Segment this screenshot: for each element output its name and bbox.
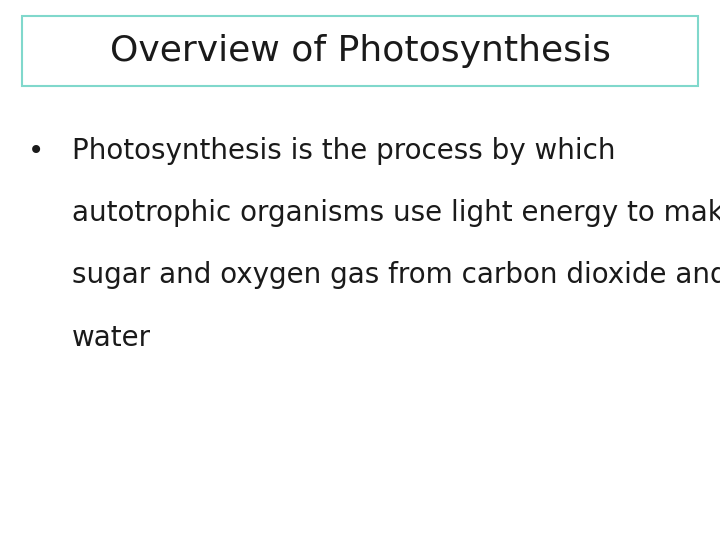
Text: water: water bbox=[72, 323, 151, 352]
Text: •: • bbox=[28, 137, 44, 165]
Text: sugar and oxygen gas from carbon dioxide and: sugar and oxygen gas from carbon dioxide… bbox=[72, 261, 720, 289]
Text: autotrophic organisms use light energy to make: autotrophic organisms use light energy t… bbox=[72, 199, 720, 227]
Text: Overview of Photosynthesis: Overview of Photosynthesis bbox=[109, 35, 611, 68]
Text: Photosynthesis is the process by which: Photosynthesis is the process by which bbox=[72, 137, 616, 165]
FancyBboxPatch shape bbox=[22, 16, 698, 86]
